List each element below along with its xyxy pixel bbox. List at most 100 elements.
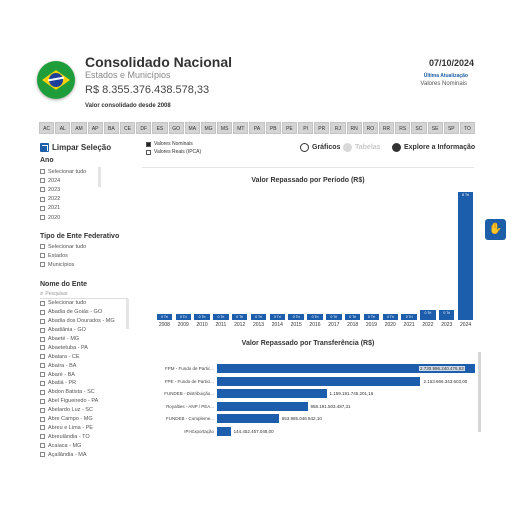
state-button-go[interactable]: GO — [168, 122, 184, 134]
checkbox[interactable] — [40, 169, 45, 175]
graficos-button[interactable]: Gráficos — [300, 143, 340, 152]
state-button-ms[interactable]: MS — [217, 122, 233, 134]
list-item[interactable]: Selecionar tudo — [40, 242, 86, 251]
checkbox[interactable] — [40, 380, 45, 386]
state-button-sp[interactable]: SP — [443, 122, 459, 134]
state-button-rn[interactable]: RN — [346, 122, 362, 134]
nome-search-input[interactable]: ⌕ Pesquisar — [40, 290, 128, 299]
state-button-al[interactable]: AL — [55, 122, 71, 134]
checkbox[interactable] — [40, 336, 45, 342]
checkbox[interactable] — [40, 309, 45, 315]
state-button-es[interactable]: ES — [152, 122, 168, 134]
checkbox[interactable] — [40, 327, 45, 333]
bar-2012[interactable]: 0 Tri — [231, 314, 248, 320]
list-item[interactable]: Abaré - BA — [40, 370, 115, 379]
state-button-df[interactable]: DF — [136, 122, 152, 134]
checkbox[interactable] — [40, 244, 45, 249]
checkbox[interactable] — [40, 345, 45, 351]
state-button-pe[interactable]: PE — [281, 122, 297, 134]
state-button-ma[interactable]: MA — [184, 122, 200, 134]
list-item[interactable]: Abadia dos Dourados - MG — [40, 317, 115, 326]
state-button-ap[interactable]: AP — [87, 122, 103, 134]
checkbox[interactable] — [40, 196, 45, 202]
list-item[interactable]: Abaeté - MG — [40, 335, 115, 344]
checkbox[interactable] — [40, 187, 45, 193]
state-button-ba[interactable]: BA — [103, 122, 119, 134]
clear-selection-button[interactable]: Limpar Seleção — [40, 143, 111, 152]
state-button-sc[interactable]: SC — [411, 122, 427, 134]
list-item[interactable]: Abelardo Luz - SC — [40, 406, 115, 415]
list-item[interactable]: Abadia de Goiás - GO — [40, 308, 115, 317]
bar-2008[interactable]: 0 Tri — [156, 314, 173, 320]
transfer-scrollbar[interactable] — [478, 352, 481, 432]
checkbox[interactable] — [40, 398, 45, 404]
state-button-pb[interactable]: PB — [265, 122, 281, 134]
state-button-pr[interactable]: PR — [314, 122, 330, 134]
bar-2024[interactable]: 8 Tri — [457, 192, 474, 320]
option-real-values[interactable]: Valores Reais (IPCA) — [146, 149, 201, 155]
bar-2023[interactable]: 0 Tri — [439, 310, 455, 320]
list-item[interactable]: Abaetetuba - PA — [40, 343, 115, 352]
hbar-0[interactable] — [217, 364, 475, 373]
nome-scrollbar[interactable] — [126, 299, 129, 329]
list-item[interactable]: Selecionar tudo — [40, 299, 115, 308]
state-button-to[interactable]: TO — [459, 122, 476, 134]
list-item[interactable]: Abre Campo - MG — [40, 415, 115, 424]
state-button-se[interactable]: SE — [427, 122, 443, 134]
hbar-4[interactable] — [217, 414, 279, 424]
list-item[interactable]: Selecionar tudo — [40, 167, 86, 176]
checkbox[interactable] — [40, 253, 45, 258]
hbar-1[interactable] — [217, 376, 421, 386]
checkbox[interactable] — [40, 178, 45, 184]
checkbox[interactable] — [40, 443, 45, 449]
checkbox[interactable] — [40, 407, 45, 413]
hbar-3[interactable] — [217, 401, 308, 411]
state-button-pa[interactable]: PA — [249, 122, 265, 134]
list-item[interactable]: Abreulândia - TO — [40, 432, 115, 441]
list-item[interactable]: Abaiara - CE — [40, 352, 115, 361]
state-button-ce[interactable]: CE — [119, 122, 136, 134]
state-button-ro[interactable]: RO — [362, 122, 378, 134]
state-button-rr[interactable]: RR — [378, 122, 395, 134]
list-item[interactable]: Abreu e Lima - PE — [40, 423, 115, 432]
bar-2009[interactable]: 0 Tri — [175, 314, 191, 320]
list-item[interactable]: 2023 — [40, 185, 86, 194]
checkbox[interactable] — [40, 262, 45, 267]
checkbox[interactable] — [40, 300, 45, 306]
state-button-am[interactable]: AM — [71, 122, 87, 134]
list-item[interactable]: Municípios — [40, 260, 86, 269]
hbar-5[interactable] — [217, 427, 231, 436]
checkbox[interactable] — [40, 434, 45, 440]
checkbox[interactable] — [40, 215, 45, 221]
bar-2013[interactable]: 0 Tri — [250, 314, 267, 320]
list-item[interactable]: 2022 — [40, 195, 86, 204]
option-nominal-values[interactable]: Valores Nominais — [146, 141, 193, 147]
checkbox[interactable] — [40, 389, 45, 395]
bar-2011[interactable]: 0 Tri — [213, 314, 229, 320]
list-item[interactable]: Acaiaca - MG — [40, 441, 115, 450]
checkbox[interactable] — [40, 372, 45, 378]
checkbox[interactable] — [40, 354, 45, 360]
bar-2015[interactable]: 0 Tri — [288, 314, 304, 320]
bar-2020[interactable]: 0 Tri — [382, 314, 398, 320]
list-item[interactable]: Estados — [40, 251, 86, 260]
checkbox[interactable] — [40, 205, 45, 211]
list-item[interactable]: Abel Figueiredo - PA — [40, 397, 115, 406]
state-button-pi[interactable]: PI — [298, 122, 314, 134]
bar-2021[interactable]: 0 Tri — [401, 314, 417, 320]
list-item[interactable]: Açailândia - MA — [40, 450, 115, 459]
explore-button[interactable]: Explore a Informação — [392, 143, 475, 152]
bar-2010[interactable]: 0 Tri — [194, 314, 210, 320]
checkbox[interactable] — [40, 425, 45, 431]
state-button-rj[interactable]: RJ — [330, 122, 346, 134]
bar-2022[interactable]: 0 Tri — [420, 310, 436, 320]
list-item[interactable]: Abdon Batista - SC — [40, 388, 115, 397]
state-button-rs[interactable]: RS — [395, 122, 411, 134]
accessibility-button[interactable]: ✋ — [485, 219, 506, 240]
state-button-mt[interactable]: MT — [233, 122, 249, 134]
checkbox[interactable] — [40, 318, 45, 324]
bar-2017[interactable]: 0 Tri — [326, 314, 342, 320]
bar-2014[interactable]: 0 Tri — [269, 314, 286, 320]
checkbox[interactable] — [40, 452, 45, 458]
checkbox[interactable] — [40, 416, 45, 422]
